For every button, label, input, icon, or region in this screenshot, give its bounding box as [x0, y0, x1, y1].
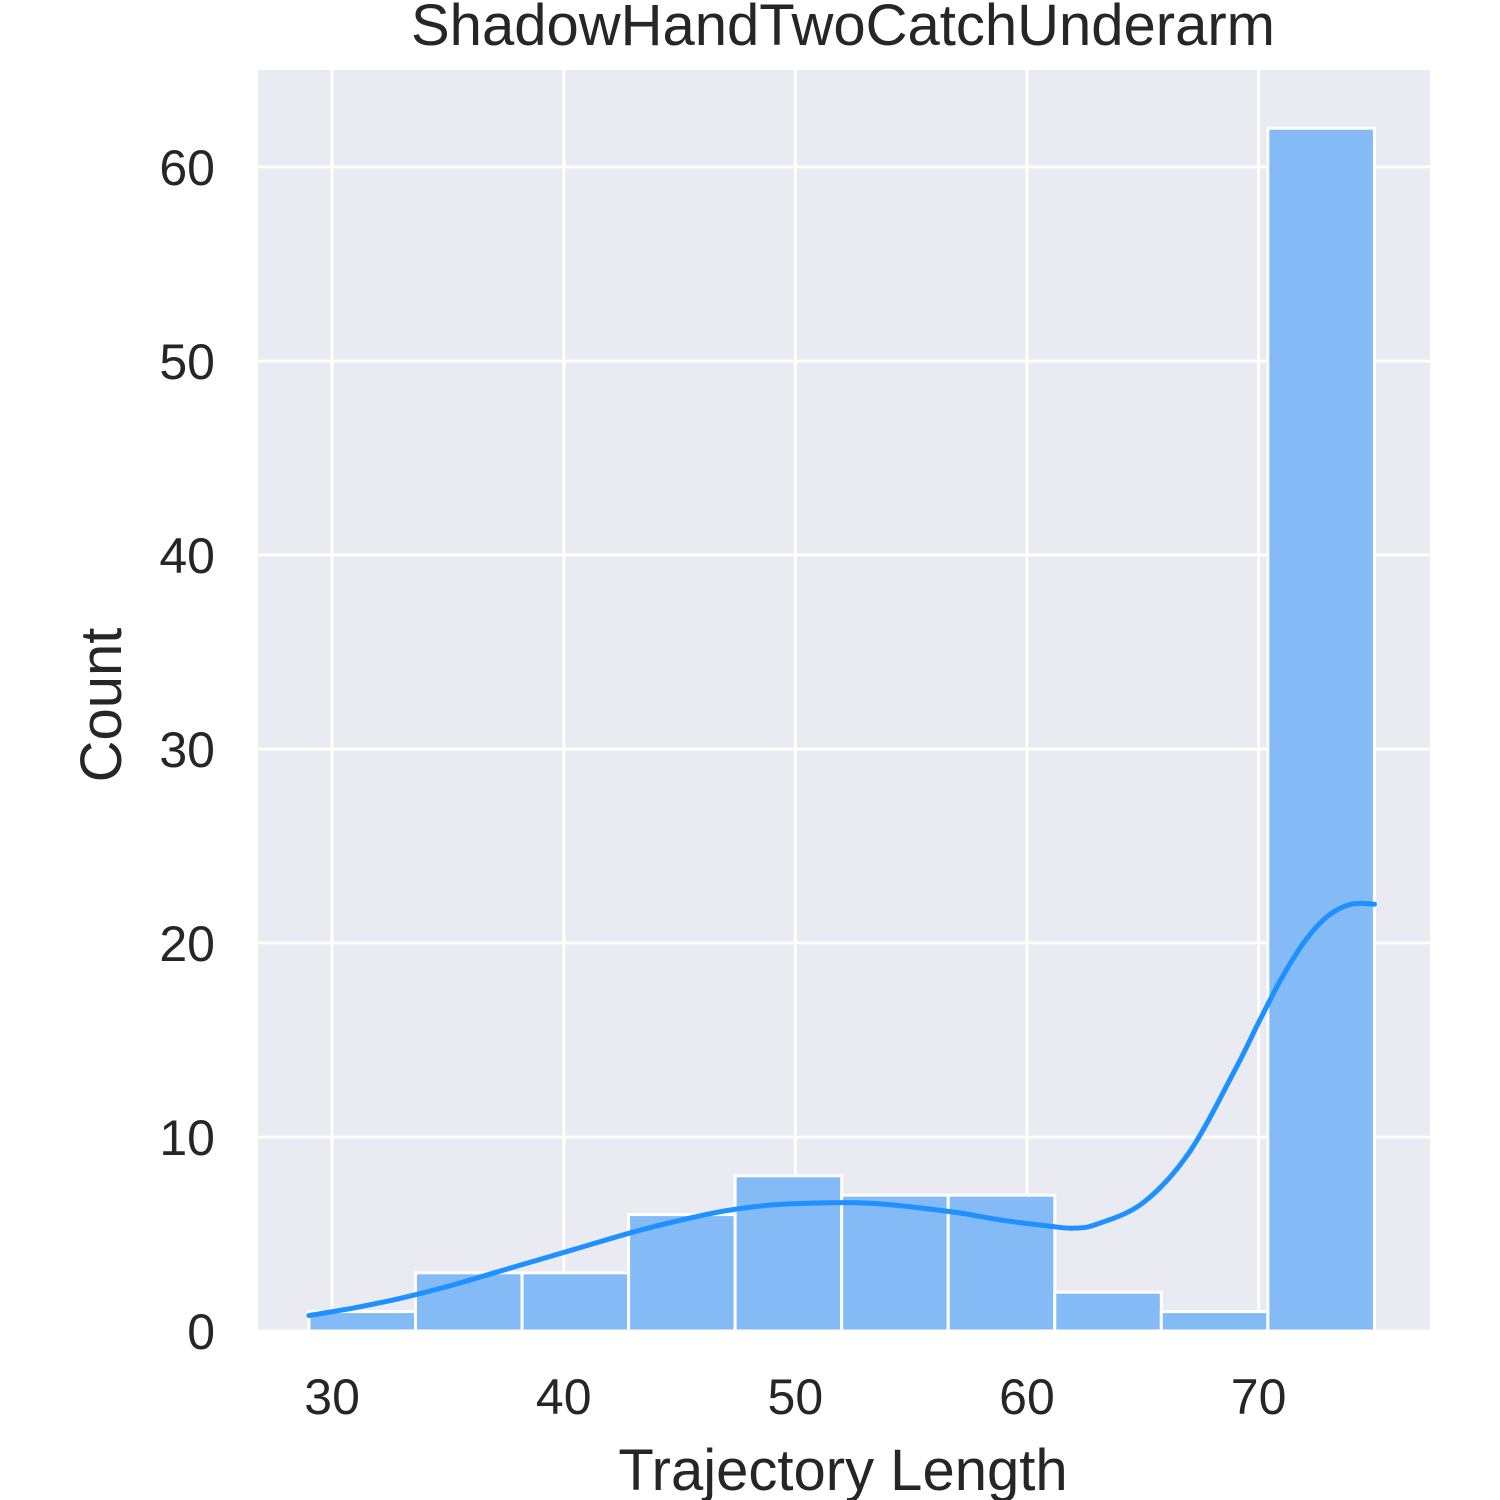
x-tick-labels: 30 40 50 60 70 [304, 1369, 1286, 1425]
plot-background [258, 70, 1430, 1331]
histogram-bar [520, 1271, 631, 1333]
y-tick-label: 50 [159, 334, 215, 390]
x-tick-label: 70 [1231, 1369, 1287, 1425]
y-tick-label: 20 [159, 916, 215, 972]
x-axis-label: Trajectory Length [618, 1438, 1067, 1500]
histogram-bar [840, 1193, 950, 1333]
x-tick-label: 50 [768, 1369, 824, 1425]
histogram-bar [1159, 1310, 1270, 1333]
kde-curve [306, 900, 1377, 1318]
histogram-bar [627, 1213, 737, 1333]
histogram-bar [1266, 126, 1376, 1333]
x-tick-label: 40 [536, 1369, 592, 1425]
x-tick-label: 60 [999, 1369, 1055, 1425]
y-tick-label: 0 [187, 1304, 215, 1360]
x-tick-label: 30 [304, 1369, 360, 1425]
y-tick-label: 60 [159, 140, 215, 196]
y-tick-label: 30 [159, 722, 215, 778]
y-tick-label: 40 [159, 528, 215, 584]
y-axis-label: Count [69, 628, 134, 783]
chart-title: ShadowHandTwoCatchUnderarm [411, 0, 1275, 58]
y-tick-labels: 0 10 20 30 40 50 60 [159, 140, 215, 1360]
histogram-bar [733, 1174, 844, 1333]
histogram-bar [1053, 1290, 1163, 1333]
y-tick-label: 10 [159, 1110, 215, 1166]
